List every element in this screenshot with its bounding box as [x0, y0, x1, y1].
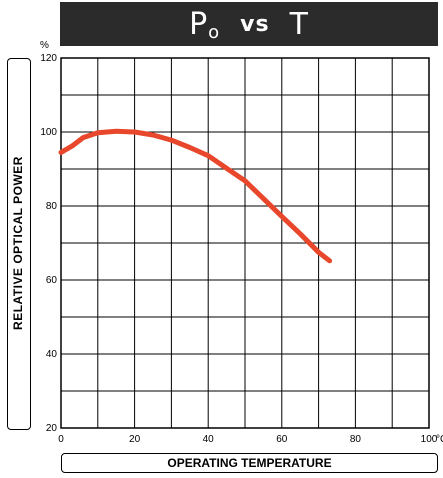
- y-unit-label: %: [40, 40, 49, 51]
- y-tick-label: 100: [40, 127, 57, 138]
- plot-frame: [60, 57, 430, 429]
- title-vs: vs: [240, 11, 270, 37]
- x-tick-label: 60: [276, 434, 288, 445]
- chart-title: Po vs T: [60, 2, 438, 46]
- y-tick-label: 80: [46, 201, 58, 212]
- x-tick-label: 20: [129, 434, 141, 445]
- y-tick-label: 40: [46, 349, 58, 360]
- x-tick-label: 100: [421, 434, 438, 445]
- x-axis-label: OPERATING TEMPERATURE: [61, 453, 438, 473]
- y-tick-label: 20: [46, 423, 58, 434]
- x-unit-label: °C: [436, 434, 443, 445]
- x-tick-label: 80: [350, 434, 362, 445]
- x-tick-label: 0: [58, 434, 64, 445]
- title-power: Po: [189, 6, 221, 43]
- y-tick-label: 60: [46, 275, 58, 286]
- y-axis-label-box: [7, 58, 31, 430]
- y-tick-label: 120: [40, 53, 57, 64]
- title-p: P: [189, 6, 209, 42]
- series-line: [58, 128, 333, 264]
- title-temperature: T: [289, 6, 309, 42]
- x-tick-label: 40: [203, 434, 215, 445]
- title-subscript: o: [208, 21, 221, 43]
